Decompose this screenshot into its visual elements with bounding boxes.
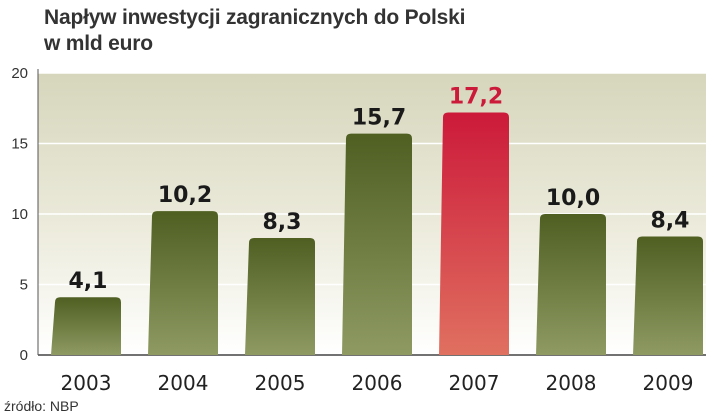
value-label-2008: 10,0 <box>546 186 600 211</box>
y-tick-label: 10 <box>11 206 28 223</box>
value-label-2005: 8,3 <box>263 210 302 235</box>
bar-2008 <box>536 214 606 355</box>
bar-2003 <box>51 297 121 355</box>
x-tick-label-2008: 2008 <box>546 371 597 395</box>
chart-subtitle: w mld euro <box>44 32 153 55</box>
bar-2005 <box>245 237 315 355</box>
x-tick-label-2007: 2007 <box>449 371 500 395</box>
y-axis-ticks: 0 5 10 15 20 <box>11 65 28 364</box>
data-labels: 4,1 10,2 8,3 15,7 17,2 10,0 8,4 <box>69 84 690 294</box>
x-tick-label-2003: 2003 <box>61 371 112 395</box>
x-tick-label-2004: 2004 <box>158 371 209 395</box>
bar-2006 <box>342 133 412 355</box>
y-tick-label: 5 <box>20 277 28 294</box>
chart-title: Napływ inwestycji zagranicznych do Polsk… <box>44 5 504 57</box>
x-tick-label-2009: 2009 <box>643 371 694 395</box>
y-tick-label: 0 <box>20 347 28 364</box>
value-label-2006: 15,7 <box>352 106 406 131</box>
value-label-2004: 10,2 <box>158 183 212 208</box>
y-tick-label: 15 <box>11 136 28 153</box>
x-tick-label-2005: 2005 <box>255 371 306 395</box>
y-tick-label: 20 <box>11 65 28 82</box>
x-axis-ticks: 2003 2004 2005 2006 2007 2008 2009 <box>61 371 694 395</box>
value-label-2009: 8,4 <box>651 209 690 234</box>
source-note: źródło: NBP <box>4 398 79 414</box>
value-label-2007: 17,2 <box>449 84 503 109</box>
bar-2007 <box>439 112 509 355</box>
value-label-2003: 4,1 <box>69 269 108 294</box>
x-tick-label-2006: 2006 <box>352 371 403 395</box>
bars <box>51 112 703 355</box>
bar-2004 <box>148 211 218 355</box>
chart-title-line1: Napływ inwestycji zagranicznych do Polsk… <box>44 6 466 29</box>
bar-2009 <box>633 236 703 355</box>
